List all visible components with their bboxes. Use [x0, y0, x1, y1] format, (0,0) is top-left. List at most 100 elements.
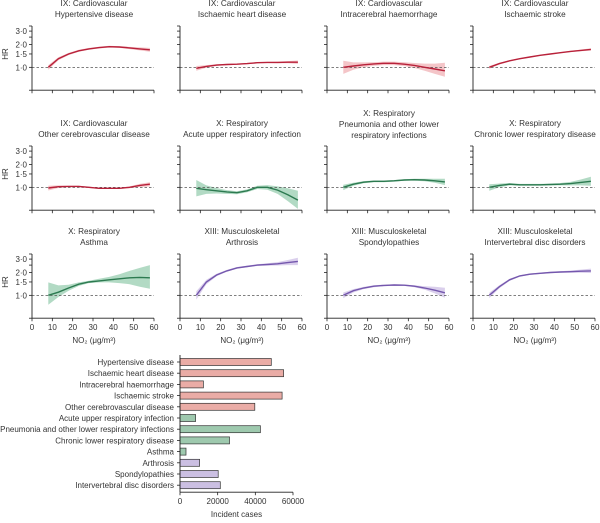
panel-title: Spondylopathies: [359, 238, 420, 247]
hr-curve: [47, 45, 150, 68]
y-tick-label: 1·0: [15, 291, 27, 300]
panel-title: respiratory infections: [351, 131, 427, 140]
x-tick-label: 10: [489, 323, 498, 332]
panel-respiratory-infections: X: Respiratory Pneumonia and other lower r…: [324, 109, 450, 214]
y-tick-label: 1·5: [15, 278, 27, 287]
x-tick-label: 0: [178, 497, 183, 506]
panel-title: Pneumonia and other lower: [339, 120, 439, 129]
hr-curve: [489, 180, 591, 188]
y-tick-label: 3·0: [15, 27, 27, 36]
incident-cases-bar-chart: Hypertensive disease Ischaemic heart dise…: [0, 355, 305, 519]
x-tick-label: 10: [48, 323, 57, 332]
x-tick-label: 60: [298, 323, 307, 332]
hr-curve: [196, 186, 299, 201]
x-tick-label: 30: [89, 323, 98, 332]
panel-category: X: Respiratory: [216, 119, 269, 128]
panel-category: IX: Cardiovascular: [356, 0, 423, 8]
bar-category-label: Hypertensive disease: [98, 358, 175, 367]
bar: [179, 369, 284, 378]
panel-intracerebral-haemorrhage: IX: Cardiovascular Intracerebral haemorrh…: [324, 0, 450, 94]
bar: [179, 391, 283, 400]
x-tick-label: 0: [325, 323, 330, 332]
panel-title: Intervertebral disc disorders: [484, 238, 585, 247]
panel-chronic-lower-respiratory-disease: X: Respiratory Chronic lower respiratory …: [470, 119, 596, 214]
bar: [179, 402, 256, 411]
y-tick-label: 1·0: [15, 183, 27, 192]
bar: [179, 470, 219, 478]
bar-category-label: Arthrosis: [142, 459, 174, 468]
panel-category: IX: Cardiovascular: [61, 0, 128, 8]
bar-category-label: Acute upper respiratory infection: [59, 414, 174, 423]
panel-category: X: Respiratory: [363, 109, 416, 118]
x-tick-label: 40: [404, 323, 413, 332]
x-tick-label: 50: [277, 323, 286, 332]
panel-title: Other cerebrovascular disease: [38, 130, 150, 139]
x-tick-label: 20000: [207, 497, 230, 506]
panel-category: X: Respiratory: [68, 227, 121, 236]
x-tick-label: 50: [570, 323, 579, 332]
x-tick-label: 0: [178, 323, 183, 332]
x-tick-label: 40: [109, 323, 118, 332]
x-tick-label: 20: [509, 323, 518, 332]
panel-intervertebral-disc-disorders: XIII: Musculoskeletal Intervertebral disc…: [470, 227, 600, 345]
x-tick-label: 10: [343, 323, 352, 332]
panel-category: IX: Cardiovascular: [209, 0, 276, 8]
y-tick-label: 2·0: [15, 160, 27, 169]
x-tick-label: 60: [591, 323, 600, 332]
panel-category: IX: Cardiovascular: [61, 119, 128, 128]
confidence-band: [48, 45, 150, 70]
hr-curve: [48, 276, 150, 296]
panel-title: Chronic lower respiratory disease: [474, 130, 596, 139]
bar: [179, 414, 196, 422]
bar-category-label: Pneumonia and other lower respiratory in…: [0, 425, 174, 434]
x-axis-label: NO₂ (μg/m³): [72, 336, 116, 345]
bar-category-label: Ischaemic heart disease: [88, 369, 175, 378]
confidence-band: [196, 180, 298, 209]
x-tick-label: 50: [424, 323, 433, 332]
x-tick-label: 40: [550, 323, 559, 332]
panel-category: IX: Cardiovascular: [502, 0, 569, 8]
x-tick-label: 60000: [282, 497, 305, 506]
y-tick-label: 1·0: [15, 63, 27, 72]
panel-category: XIII: Musculoskeletal: [351, 227, 426, 236]
confidence-band: [343, 284, 445, 299]
panel-spondylopathies: XIII: Musculoskeletal Spondylopathies 0 10 2…: [324, 227, 454, 345]
hr-curve: [195, 260, 298, 296]
panel-ischaemic-stroke: IX: Cardiovascular Ischaemic stroke: [470, 0, 596, 94]
hr-curve: [489, 48, 591, 68]
x-tick-label: 40000: [244, 497, 267, 506]
y-axis-label: HR: [1, 276, 10, 288]
confidence-band: [48, 265, 150, 305]
panel-title: Acute upper respiratory infection: [183, 130, 301, 139]
panel-title: Hypertensive disease: [55, 10, 134, 19]
x-axis-label: NO₂ (μg/m³): [513, 336, 557, 345]
x-tick-label: 0: [30, 323, 35, 332]
x-tick-label: 50: [129, 323, 138, 332]
x-tick-label: 10: [196, 323, 205, 332]
x-tick-label: 30: [530, 323, 539, 332]
hr-curve: [343, 284, 446, 296]
x-tick-label: 0: [471, 323, 476, 332]
x-tick-label: 60: [445, 323, 454, 332]
panel-title: Ischaemic stroke: [504, 10, 566, 19]
panel-title: Asthma: [80, 238, 108, 247]
x-tick-label: 30: [237, 323, 246, 332]
bar-category-label: Other cerebrovascular disease: [65, 403, 174, 412]
hr-curve: [488, 270, 591, 296]
bar: [179, 436, 230, 445]
bar: [179, 358, 272, 366]
panel-acute-upper-respiratory-infection: X: Respiratory Acute upper respiratory in…: [177, 119, 303, 214]
panel-other-cerebrovascular-disease: IX: Cardiovascular Other cerebrovascular …: [1, 119, 155, 214]
bar-category-label: Ischaemic stroke: [114, 392, 175, 401]
bar-category-label: Spondylopathies: [115, 470, 174, 479]
x-tick-label: 60: [150, 323, 159, 332]
panel-asthma: X: Respiratory Asthma 3·0 2·01·5 1·0 HR 0 10 20 3…: [1, 227, 159, 345]
hr-curve: [343, 62, 446, 72]
confidence-band: [489, 176, 591, 191]
hr-curve: [48, 183, 150, 189]
panel-hypertensive-disease: IX: Cardiovascular Hypertensive disease 3·…: [1, 0, 155, 94]
bar-category-label: Chronic lower respiratory disease: [55, 436, 174, 445]
y-axis-label: HR: [1, 48, 10, 60]
bar: [179, 481, 221, 490]
